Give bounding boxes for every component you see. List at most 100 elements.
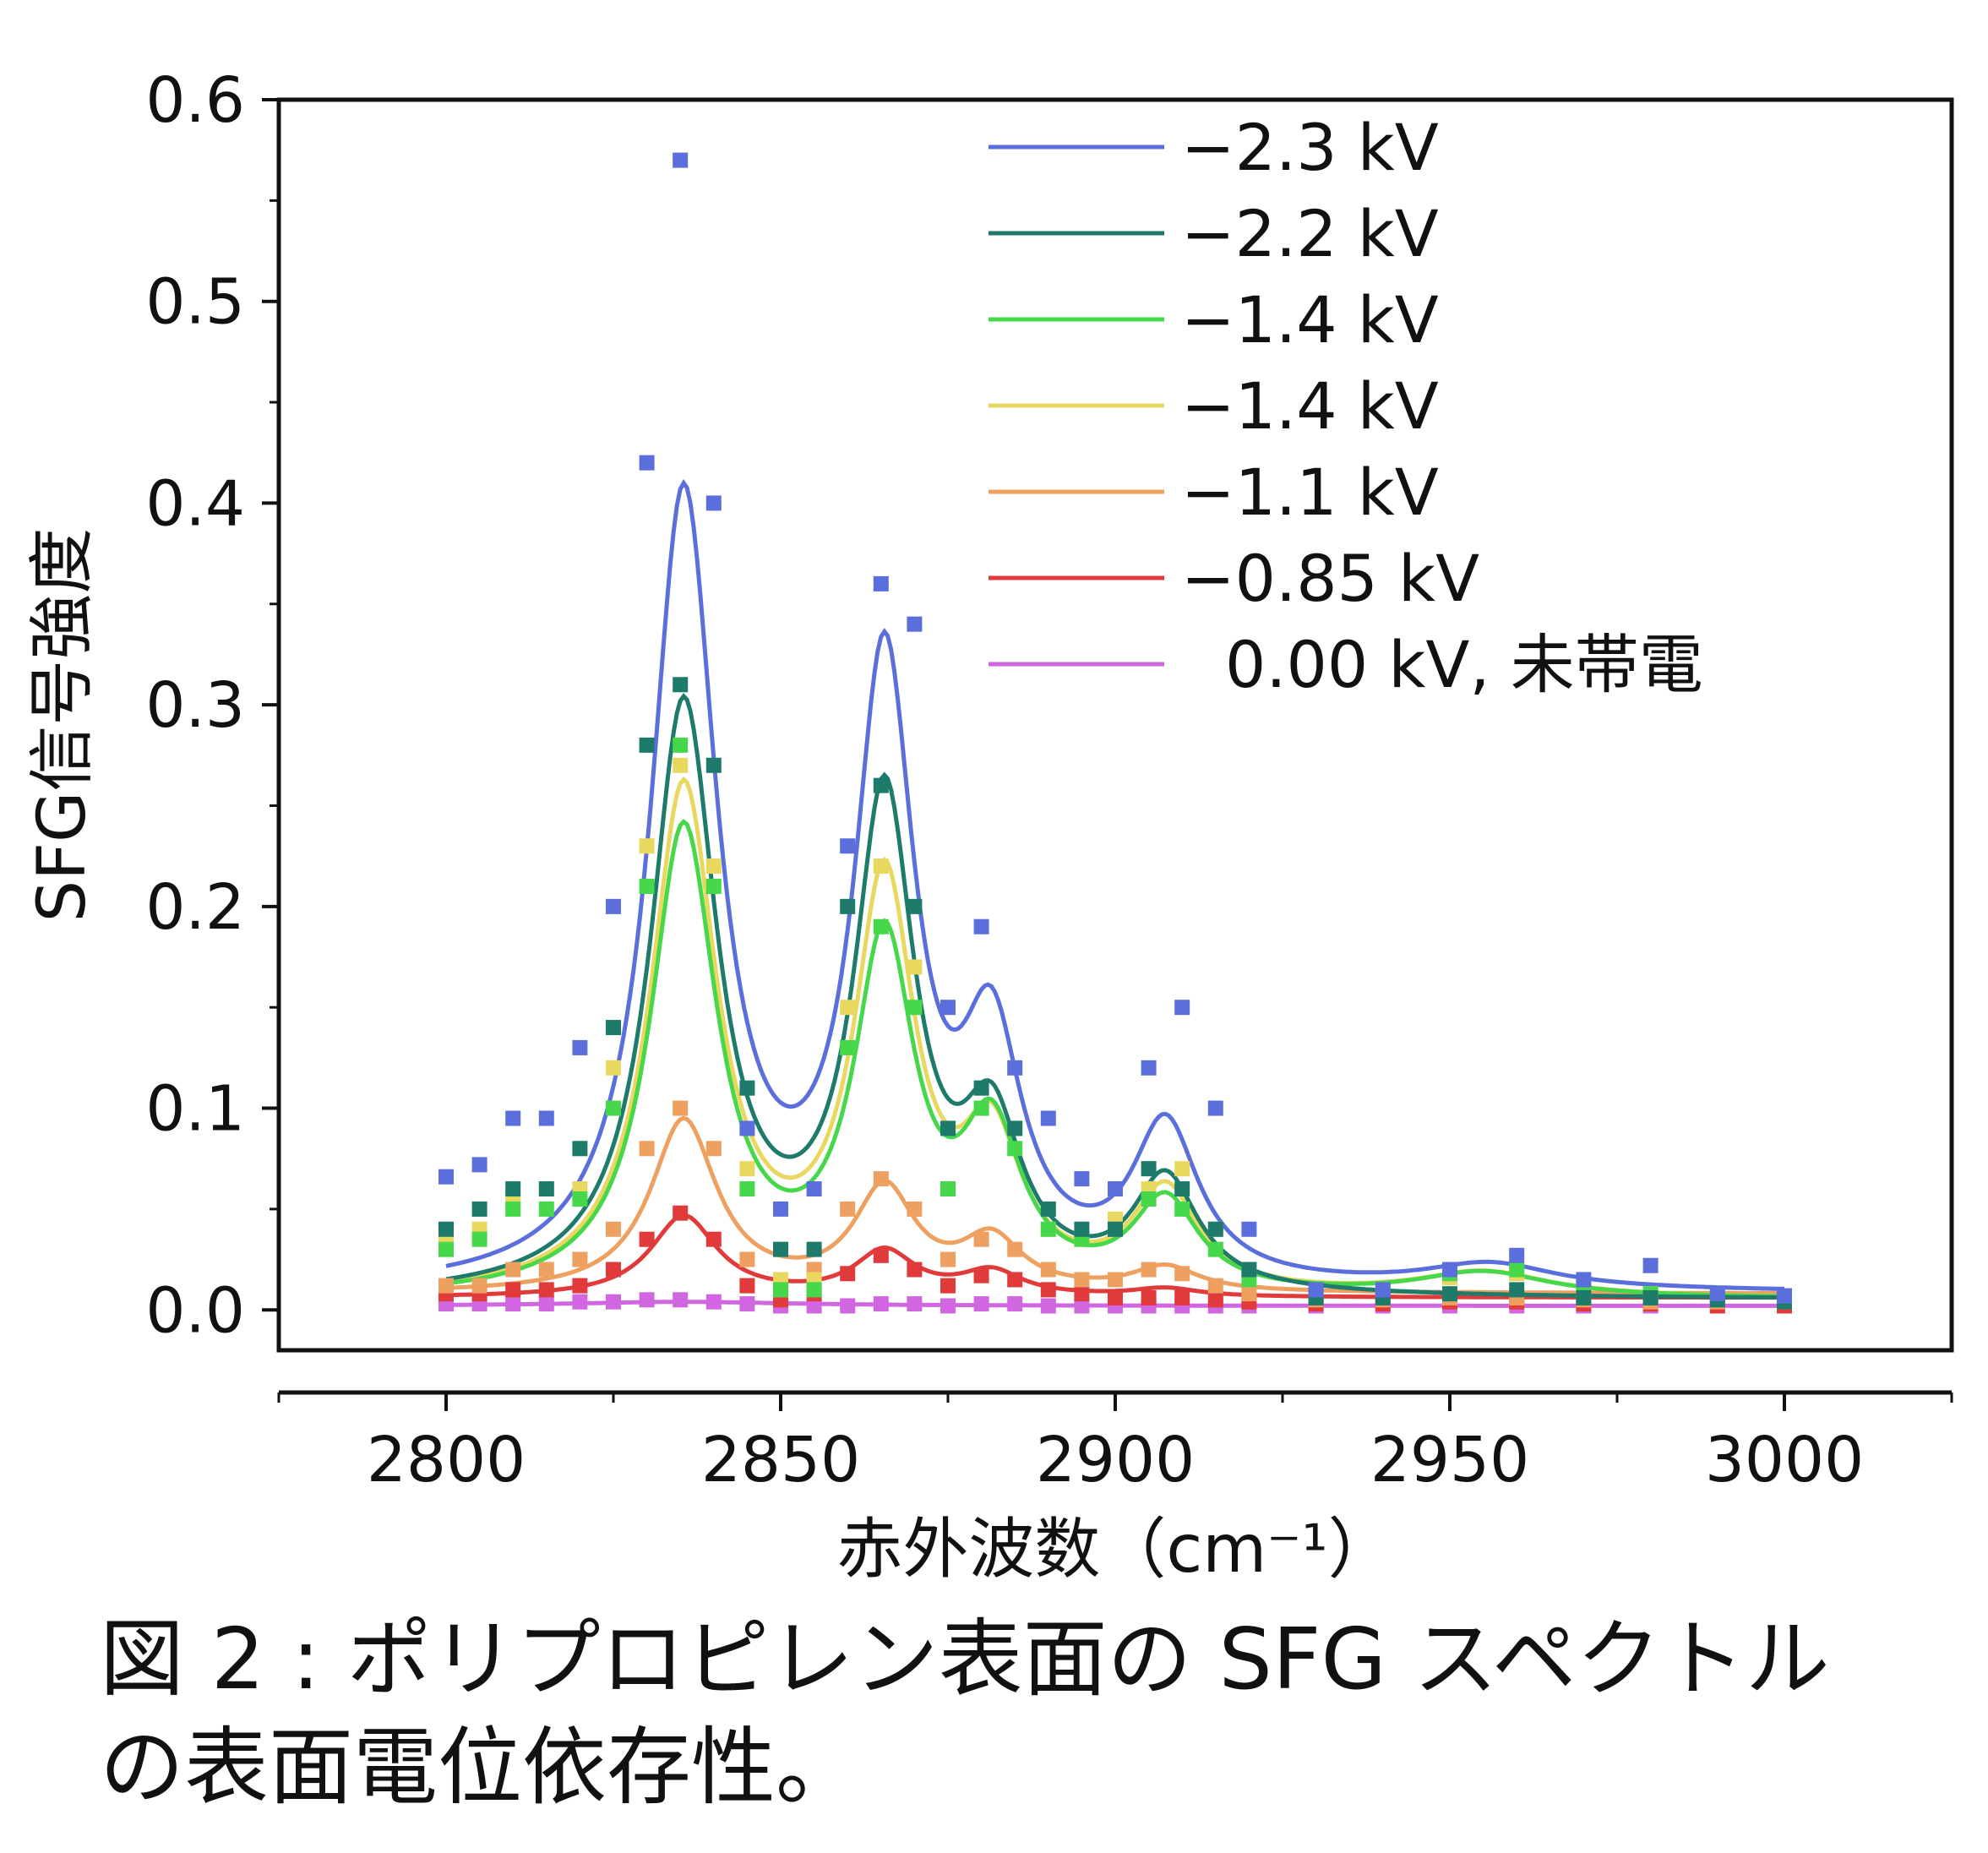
data-point-series-5 [705, 1231, 722, 1247]
data-point-series-2 [471, 1231, 487, 1247]
data-point-series-1 [840, 898, 856, 914]
data-point-series-6 [907, 1296, 923, 1312]
fit-curve-series-2 [445, 819, 1785, 1299]
data-point-series-0 [1709, 1286, 1725, 1302]
data-point-series-3 [873, 858, 889, 875]
data-point-series-3 [907, 959, 923, 975]
data-point-series-0 [1777, 1288, 1792, 1304]
data-point-series-6 [1074, 1298, 1090, 1314]
data-point-series-6 [639, 1292, 655, 1308]
data-point-series-0 [873, 575, 889, 591]
data-point-series-0 [1642, 1257, 1658, 1273]
data-point-series-1 [1241, 1262, 1257, 1278]
data-points [438, 152, 1792, 1314]
data-point-series-1 [438, 1221, 454, 1237]
data-point-series-6 [940, 1298, 956, 1314]
data-point-series-4 [1174, 1266, 1190, 1282]
data-point-series-5 [1007, 1272, 1023, 1288]
data-point-series-5 [673, 1205, 689, 1221]
x-tick-label-2850: 2850 [701, 1424, 860, 1496]
legend: −2.3 kV −2.2 kV −1.4 kV −1.4 kV −1.1 kV −0.85… [989, 110, 1703, 702]
data-point-series-0 [1007, 1060, 1023, 1076]
data-point-series-3 [606, 1060, 621, 1076]
data-point-series-0 [1576, 1272, 1592, 1288]
data-point-series-1 [1509, 1282, 1525, 1298]
data-point-series-5 [940, 1278, 956, 1294]
data-point-series-0 [1040, 1110, 1056, 1126]
legend-label-6: 0.00 kV, 未帯電 [1225, 627, 1703, 702]
x-axis-title: 赤外波数（cm⁻¹） [836, 1512, 1393, 1588]
data-point-series-2 [1174, 1201, 1190, 1217]
sfg-spectrum-chart: 2800 2850 2900 2950 3000 0.00.10.20.30.40.50… [25, 64, 1954, 1588]
data-point-series-0 [1375, 1282, 1391, 1298]
data-point-series-5 [572, 1278, 588, 1294]
data-point-series-1 [606, 1020, 621, 1036]
data-point-series-2 [438, 1241, 454, 1257]
data-point-series-1 [639, 737, 655, 753]
data-point-series-1 [1642, 1289, 1658, 1305]
data-point-series-2 [1141, 1191, 1157, 1207]
data-point-series-6 [873, 1296, 889, 1312]
data-point-series-3 [840, 1000, 856, 1016]
data-point-series-3 [705, 858, 722, 875]
data-point-series-1 [1576, 1289, 1592, 1305]
data-point-series-4 [705, 1141, 722, 1157]
data-point-series-0 [505, 1110, 521, 1126]
plot-frame [276, 97, 1954, 1353]
data-point-series-5 [973, 1267, 989, 1283]
data-point-series-4 [1108, 1272, 1123, 1288]
data-point-series-6 [1007, 1296, 1023, 1312]
data-point-series-4 [1241, 1286, 1257, 1302]
data-point-series-3 [739, 1161, 755, 1177]
legend-label-4: −1.1 kV [1181, 455, 1439, 530]
data-point-series-6 [505, 1296, 521, 1312]
data-point-series-4 [1074, 1272, 1090, 1288]
data-point-series-2 [606, 1100, 621, 1116]
data-point-series-1 [505, 1181, 521, 1197]
data-point-series-5 [840, 1266, 856, 1282]
data-point-series-1 [1040, 1201, 1056, 1217]
data-point-series-4 [973, 1231, 989, 1247]
data-point-series-0 [739, 1120, 755, 1136]
data-point-series-2 [940, 1181, 956, 1197]
data-point-series-0 [673, 152, 689, 168]
data-point-series-5 [1040, 1282, 1056, 1298]
x-tick-label-2800: 2800 [367, 1424, 526, 1496]
data-point-series-2 [907, 1000, 923, 1016]
data-point-series-0 [806, 1181, 822, 1197]
data-point-series-0 [572, 1039, 588, 1055]
y-tick-label: 0.1 [145, 1073, 245, 1146]
data-point-series-4 [739, 1251, 755, 1267]
data-point-series-2 [973, 1100, 989, 1116]
y-tick-label: 0.2 [145, 871, 245, 944]
x-tick-label-3000: 3000 [1705, 1424, 1864, 1496]
data-point-series-6 [606, 1294, 621, 1310]
data-point-series-2 [673, 737, 689, 753]
data-point-series-4 [471, 1278, 487, 1294]
data-point-series-0 [438, 1169, 454, 1185]
data-point-series-4 [840, 1201, 856, 1217]
data-point-series-1 [1108, 1221, 1123, 1237]
x-tick-label-2950: 2950 [1370, 1424, 1529, 1496]
data-point-series-6 [1040, 1298, 1056, 1314]
data-point-series-5 [606, 1262, 621, 1278]
caption-line-2: の表面電位依存性。 [100, 1718, 860, 1817]
data-point-series-6 [572, 1294, 588, 1310]
legend-label-5: −0.85 kV [1181, 541, 1479, 616]
data-point-series-0 [1074, 1171, 1090, 1187]
data-point-series-1 [538, 1181, 554, 1197]
data-point-series-1 [705, 757, 722, 773]
data-point-series-2 [873, 918, 889, 935]
data-point-series-2 [1040, 1221, 1056, 1237]
data-point-series-5 [739, 1278, 755, 1294]
data-point-series-2 [1007, 1141, 1023, 1157]
data-point-series-4 [1007, 1241, 1023, 1257]
data-point-series-0 [773, 1201, 788, 1217]
data-point-series-2 [806, 1282, 822, 1298]
data-point-series-0 [907, 616, 923, 632]
data-point-series-1 [1174, 1181, 1190, 1197]
data-point-series-0 [471, 1157, 487, 1173]
data-point-series-0 [1174, 1000, 1190, 1016]
data-point-series-0 [639, 455, 655, 471]
data-point-series-0 [1442, 1262, 1457, 1278]
